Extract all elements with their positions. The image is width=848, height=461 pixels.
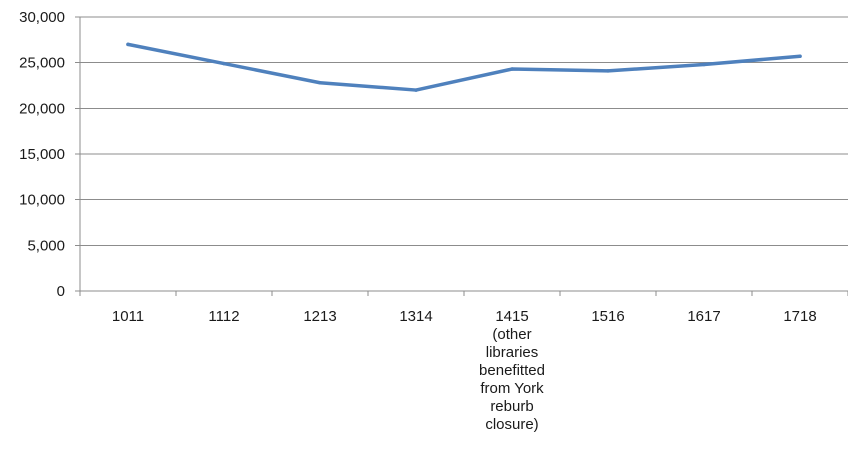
- y-tick-label: 10,000: [19, 192, 65, 209]
- x-tick-label: 1516: [591, 308, 624, 325]
- series: [126, 42, 802, 92]
- gridlines: [80, 16, 848, 246]
- x-tick-label: 1314: [399, 308, 432, 325]
- y-tick-label: 20,000: [19, 100, 65, 117]
- x-tick-label: 1718: [783, 308, 816, 325]
- y-tick-label: 30,000: [19, 9, 65, 26]
- y-tick-label: 25,000: [19, 55, 65, 72]
- data-point: [798, 54, 802, 59]
- data-point: [222, 61, 226, 66]
- data-point: [318, 81, 322, 85]
- y-tick-label: 15,000: [19, 146, 65, 163]
- x-tick-label: 1011: [112, 308, 144, 325]
- data-point: [126, 42, 130, 47]
- y-tick-label: 5,000: [27, 237, 65, 254]
- data-point: [510, 67, 514, 71]
- x-tick-label: 1617: [687, 308, 720, 325]
- x-tick-label: 1415 (other libraries benefitted from York re…: [479, 308, 545, 433]
- x-tick-labels: 1011 1112 1213 1314 1415 (other libraries benef…: [112, 308, 817, 433]
- data-point: [702, 62, 706, 67]
- x-tick-label: 1213: [303, 308, 336, 325]
- x-tick-label: 1112: [208, 308, 239, 325]
- y-tick-labels: 0 5,000 10,000 15,000 20,000 25,000 30,000: [19, 9, 65, 300]
- axes: [75, 16, 848, 296]
- series-line: [126, 42, 802, 92]
- data-point: [414, 88, 418, 92]
- data-point: [606, 69, 610, 73]
- y-tick-label: 0: [57, 283, 65, 300]
